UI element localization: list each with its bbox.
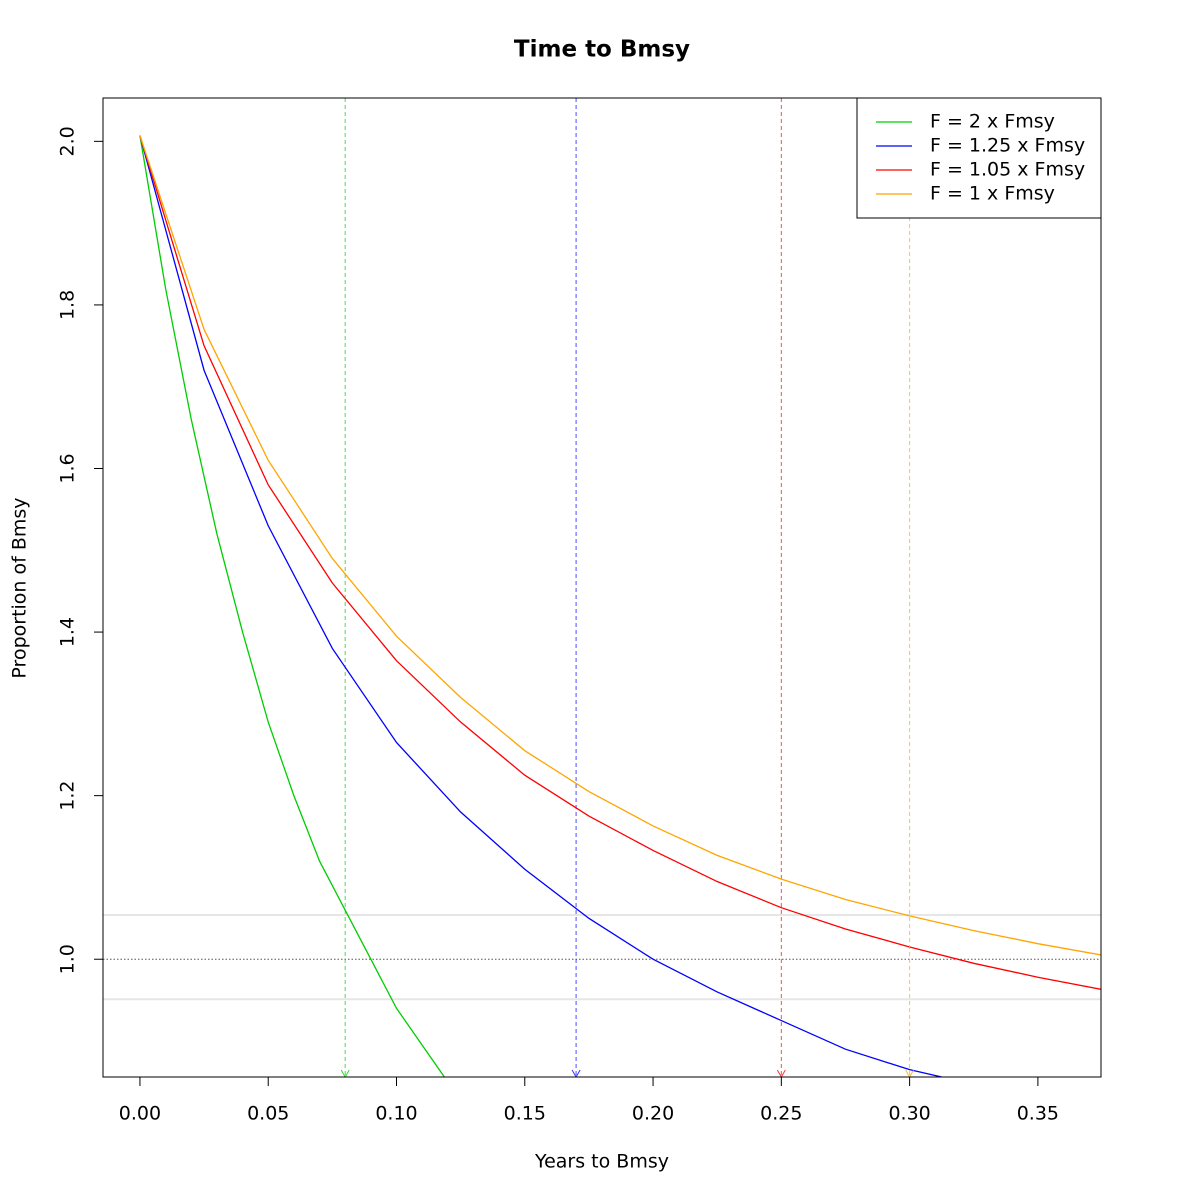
legend-label: F = 1 x Fmsy (930, 183, 1055, 205)
y-tick-label: 1.4 (57, 617, 79, 647)
time-to-bmsy-arrow (905, 1069, 915, 1077)
y-tick-label: 1.8 (57, 290, 79, 320)
chart-title: Time to Bmsy (514, 37, 690, 63)
series-line (139, 135, 1101, 956)
y-axis-title: Proportion of Bmsy (9, 497, 31, 678)
time-to-bmsy-arrow (340, 1069, 350, 1077)
x-tick-label: 0.20 (632, 1103, 674, 1125)
legend-label: F = 1.25 x Fmsy (930, 135, 1085, 157)
x-tick-label: 0.15 (504, 1103, 546, 1125)
y-tick-label: 1.0 (57, 944, 79, 974)
y-tick-label: 2.0 (57, 126, 79, 156)
legend-label: F = 1.05 x Fmsy (930, 159, 1085, 181)
y-tick-label: 1.6 (57, 453, 79, 483)
time-to-bmsy-arrow (776, 1069, 786, 1077)
x-tick-label: 0.10 (375, 1103, 417, 1125)
series-line (139, 135, 446, 1077)
series-line (139, 135, 1101, 990)
y-tick-label: 1.2 (57, 781, 79, 811)
plot-frame (102, 97, 1102, 1078)
series-line (139, 135, 942, 1077)
x-tick-label: 0.00 (119, 1103, 161, 1125)
x-tick-label: 0.05 (247, 1103, 289, 1125)
legend-box (856, 97, 1102, 219)
time-to-bmsy-arrow (571, 1069, 581, 1077)
x-tick-label: 0.30 (888, 1103, 930, 1125)
plot-area (103, 98, 1101, 1077)
x-tick-label: 0.35 (1017, 1103, 1059, 1125)
x-axis-title: Years to Bmsy (534, 1151, 669, 1173)
legend-label: F = 2 x Fmsy (930, 111, 1055, 133)
x-tick-label: 0.25 (760, 1103, 802, 1125)
